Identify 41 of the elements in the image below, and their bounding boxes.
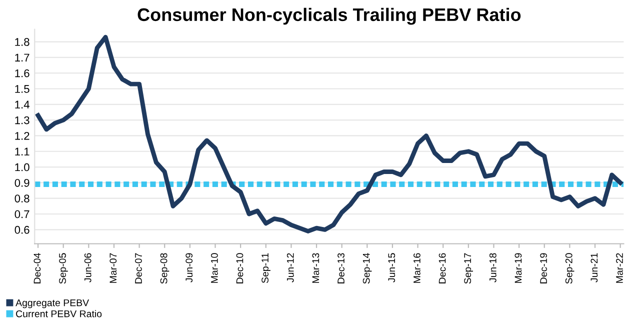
y-tick-label: 1.5 [15, 85, 30, 93]
x-tick-label: Mar-22 [616, 253, 623, 283]
x-tick-label: Sep-17 [464, 253, 473, 284]
x-tick-label: Mar-16 [414, 253, 420, 283]
x-tick-label: Dec-13 [338, 253, 344, 284]
y-tick-label: 0.8 [14, 194, 30, 202]
x-tick-label: Dec-07 [135, 253, 142, 284]
y-tick-label: 1.8 [15, 38, 30, 46]
x-tick-label: Sep-14 [362, 253, 372, 284]
y-tick-label: 0.7 [14, 210, 30, 218]
legend-label: Aggregate PEBV [16, 299, 90, 308]
x-tick-label: Mar-07 [110, 253, 117, 283]
x-tick-label: Sep-11 [262, 253, 270, 283]
x-tick-label: Jun-12 [286, 253, 294, 282]
chart-title: Consumer Non-cyclicals Trailing PEBV Ratio [138, 8, 521, 25]
y-tick-label: 1.6 [15, 69, 30, 78]
y-tick-label: 0.6 [14, 226, 30, 234]
x-tick-label: Mar-10 [210, 253, 218, 283]
legend-label: Current PEBV Ratio [16, 310, 102, 318]
y-tick-label: 1.2 [15, 132, 30, 140]
x-tick-label: Jun-21 [590, 253, 598, 282]
x-tick-label: Dec-16 [438, 253, 446, 284]
y-tick-label: 1.4 [15, 100, 30, 108]
x-tick-label: Dec-19 [540, 253, 547, 284]
x-tick-label: Sep-08 [160, 253, 170, 284]
y-tick-label: 1.7 [15, 54, 30, 62]
x-tick-label: Jun-09 [186, 253, 193, 282]
x-tick-label: Jun-15 [388, 253, 396, 282]
x-tick-label: Dec-10 [236, 253, 244, 284]
y-tick-label: 1.0 [15, 163, 30, 172]
x-tick-label: Sep-05 [59, 253, 68, 284]
y-tick-label: 1.1 [15, 148, 30, 156]
x-tick-label: Dec-04 [34, 253, 41, 284]
line-series [36, 34, 623, 234]
x-tick-label: Mar-19 [514, 253, 522, 283]
y-tick-label: 1.3 [15, 116, 30, 124]
x-tick-label: Jun-06 [84, 253, 92, 282]
x-tick-label: Jun-18 [489, 253, 496, 282]
x-tick-label: Mar-13 [312, 253, 320, 283]
y-tick-label: 0.9 [14, 178, 30, 187]
x-tick-label: Sep-20 [565, 253, 574, 284]
